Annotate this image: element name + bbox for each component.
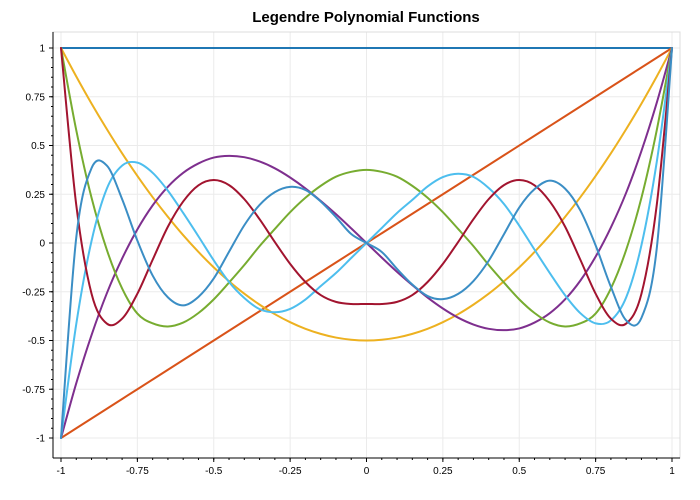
chart-title: Legendre Polynomial Functions <box>252 9 480 26</box>
y-tick-label: -1 <box>36 434 45 445</box>
x-tick-label: -0.75 <box>126 466 149 477</box>
series-group <box>60 46 673 439</box>
y-tick-label: 0.25 <box>26 190 46 201</box>
x-tick-label: 0 <box>364 466 370 477</box>
series-line-7 <box>60 47 673 439</box>
series-line-4 <box>60 47 673 328</box>
series-line-6 <box>60 47 673 327</box>
y-tick-label: 1 <box>39 44 45 55</box>
y-tick-label: 0.75 <box>26 92 46 103</box>
y-tick-label: 0 <box>39 239 45 250</box>
x-tick-label: 0.75 <box>586 466 606 477</box>
x-tick-label: 1 <box>669 466 675 477</box>
x-tick-label: -1 <box>57 466 66 477</box>
x-tick-label: -0.25 <box>279 466 302 477</box>
x-tick-label: -0.5 <box>205 466 223 477</box>
y-tick-label: 0.5 <box>31 141 45 152</box>
y-tick-label: -0.5 <box>28 336 46 347</box>
y-tick-label: -0.25 <box>22 287 45 298</box>
y-tick-label: -0.75 <box>22 385 45 396</box>
series-line-2 <box>60 47 673 342</box>
x-tick-label: 0.25 <box>433 466 453 477</box>
axes: -1 -0.75 -0.5 -0.25 0 0.25 0.5 0.75 1 -1 -0.75 -0.5… <box>22 32 680 477</box>
grid <box>53 32 680 458</box>
x-tick-label: 0.5 <box>512 466 526 477</box>
